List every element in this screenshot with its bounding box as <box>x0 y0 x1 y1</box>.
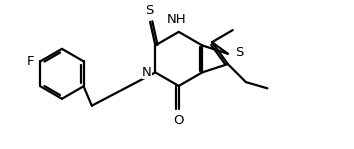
Text: O: O <box>173 114 184 127</box>
Text: N: N <box>142 66 152 79</box>
Text: S: S <box>145 4 154 17</box>
Text: NH: NH <box>167 13 187 26</box>
Text: F: F <box>27 55 34 68</box>
Text: S: S <box>235 45 244 59</box>
